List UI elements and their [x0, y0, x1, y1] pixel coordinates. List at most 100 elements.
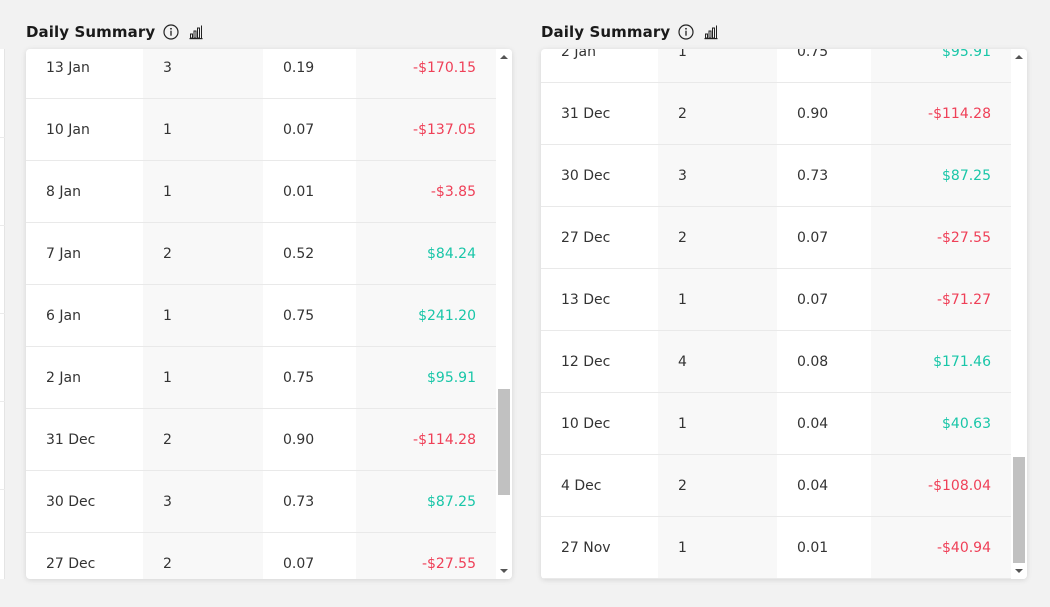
date-cell: 27 Dec [561, 229, 611, 246]
amount-cell: $171.46 [871, 331, 1011, 392]
scrollbar-thumb[interactable] [498, 389, 510, 495]
ratio-cell: 0.73 [797, 167, 829, 184]
panel-header: Daily Summary [26, 20, 205, 44]
date-cell: 7 Jan [46, 245, 81, 262]
date-cell: 13 Jan [46, 59, 90, 76]
amount-cell: -$108.04 [871, 455, 1011, 516]
ratio-cell: 0.07 [797, 229, 829, 246]
ratio-cell: 0.75 [283, 307, 315, 324]
count-cell: 1 [143, 99, 263, 160]
ratio-cell: 0.90 [797, 105, 829, 122]
ratio-cell: 0.07 [797, 291, 829, 308]
date-cell: 31 Dec [561, 105, 611, 122]
ratio-cell: 0.75 [283, 369, 315, 386]
amount-cell: -$114.28 [356, 409, 496, 470]
bar-chart-icon[interactable] [702, 23, 720, 41]
table-row[interactable]: 2 Jan 1 0.75 $95.91 [541, 49, 1011, 83]
amount-cell: -$170.15 [356, 49, 496, 98]
table-row[interactable]: 13 Jan 3 0.19 -$170.15 [26, 49, 496, 99]
table-body: 13 Jan 3 0.19 -$170.15 10 Jan 1 0.07 -$137.05 8 … [26, 49, 496, 579]
table-row[interactable]: 30 Dec 3 0.73 $87.25 [541, 145, 1011, 207]
date-cell: 31 Dec [46, 431, 96, 448]
amount-cell: $87.25 [871, 145, 1011, 206]
table-row[interactable]: 27 Dec 2 0.07 -$27.55 [26, 533, 496, 579]
count-cell: 1 [658, 49, 777, 82]
date-cell: 8 Jan [46, 183, 81, 200]
ratio-cell: 0.90 [283, 431, 315, 448]
date-cell: 30 Dec [561, 167, 611, 184]
date-cell: 10 Dec [561, 415, 611, 432]
table-row[interactable]: 10 Jan 1 0.07 -$137.05 [26, 99, 496, 161]
amount-cell: -$114.28 [871, 83, 1011, 144]
table-row[interactable]: 27 Dec 2 0.07 -$27.55 [541, 207, 1011, 269]
count-cell: 2 [143, 533, 263, 579]
adjacent-panel-edge [0, 49, 5, 579]
table-row[interactable]: 30 Dec 3 0.73 $87.25 [26, 471, 496, 533]
ratio-cell: 0.73 [283, 493, 315, 510]
table-row[interactable]: 27 Nov 1 0.01 -$40.94 [541, 517, 1011, 579]
date-cell: 2 Jan [46, 369, 81, 386]
vertical-scrollbar[interactable] [496, 49, 512, 579]
info-circle-icon[interactable] [677, 23, 695, 41]
panel-title: Daily Summary [26, 23, 156, 41]
date-cell: 6 Jan [46, 307, 81, 324]
count-cell: 1 [658, 269, 777, 330]
table-row[interactable]: 13 Dec 1 0.07 -$71.27 [541, 269, 1011, 331]
count-cell: 2 [143, 223, 263, 284]
count-cell: 2 [658, 207, 777, 268]
info-circle-icon[interactable] [162, 23, 180, 41]
table-row[interactable]: 6 Jan 1 0.75 $241.20 [26, 285, 496, 347]
table-row[interactable]: 31 Dec 2 0.90 -$114.28 [541, 83, 1011, 145]
daily-summary-panel-1: Daily Summary 13 Jan 3 0.19 -$170.15 10 Jan 1… [26, 0, 512, 607]
count-cell: 1 [143, 347, 263, 408]
table-row[interactable]: 7 Jan 2 0.52 $84.24 [26, 223, 496, 285]
table-row[interactable]: 8 Jan 1 0.01 -$3.85 [26, 161, 496, 223]
ratio-cell: 0.52 [283, 245, 315, 262]
table-row[interactable]: 10 Dec 1 0.04 $40.63 [541, 393, 1011, 455]
scroll-down-arrow-icon[interactable] [1015, 569, 1023, 573]
amount-cell: -$137.05 [356, 99, 496, 160]
bar-chart-icon[interactable] [187, 23, 205, 41]
ratio-cell: 0.04 [797, 415, 829, 432]
date-cell: 27 Dec [46, 555, 96, 572]
amount-cell: $40.63 [871, 393, 1011, 454]
vertical-scrollbar[interactable] [1011, 49, 1027, 579]
scroll-up-arrow-icon[interactable] [500, 55, 508, 59]
ratio-cell: 0.75 [797, 49, 829, 60]
panel-header: Daily Summary [541, 20, 720, 44]
table-row[interactable]: 4 Dec 2 0.04 -$108.04 [541, 455, 1011, 517]
count-cell: 3 [658, 145, 777, 206]
table-row[interactable]: 12 Dec 4 0.08 $171.46 [541, 331, 1011, 393]
amount-cell: $87.25 [356, 471, 496, 532]
panel-title: Daily Summary [541, 23, 671, 41]
date-cell: 2 Jan [561, 49, 596, 60]
ratio-cell: 0.01 [797, 539, 829, 556]
count-cell: 3 [143, 471, 263, 532]
date-cell: 27 Nov [561, 539, 611, 556]
count-cell: 2 [658, 83, 777, 144]
count-cell: 2 [658, 455, 777, 516]
scrollbar-thumb[interactable] [1013, 457, 1025, 563]
count-cell: 1 [143, 161, 263, 222]
ratio-cell: 0.01 [283, 183, 315, 200]
scroll-down-arrow-icon[interactable] [500, 569, 508, 573]
count-cell: 2 [143, 409, 263, 470]
count-cell: 1 [143, 285, 263, 346]
daily-summary-panel-2: Daily Summary 2 Jan 1 0.75 $95.91 31 Dec 2 0.9… [541, 0, 1027, 607]
ratio-cell: 0.04 [797, 477, 829, 494]
count-cell: 1 [658, 393, 777, 454]
ratio-cell: 0.19 [283, 59, 315, 76]
table-row[interactable]: 2 Jan 1 0.75 $95.91 [26, 347, 496, 409]
amount-cell: $95.91 [356, 347, 496, 408]
amount-cell: -$40.94 [871, 517, 1011, 578]
amount-cell: -$3.85 [356, 161, 496, 222]
count-cell: 3 [143, 49, 263, 98]
date-cell: 13 Dec [561, 291, 611, 308]
amount-cell: $241.20 [356, 285, 496, 346]
amount-cell: -$27.55 [356, 533, 496, 579]
scroll-up-arrow-icon[interactable] [1015, 55, 1023, 59]
summary-table: 13 Jan 3 0.19 -$170.15 10 Jan 1 0.07 -$137.05 8 … [26, 49, 512, 579]
date-cell: 4 Dec [561, 477, 602, 494]
table-row[interactable]: 31 Dec 2 0.90 -$114.28 [26, 409, 496, 471]
